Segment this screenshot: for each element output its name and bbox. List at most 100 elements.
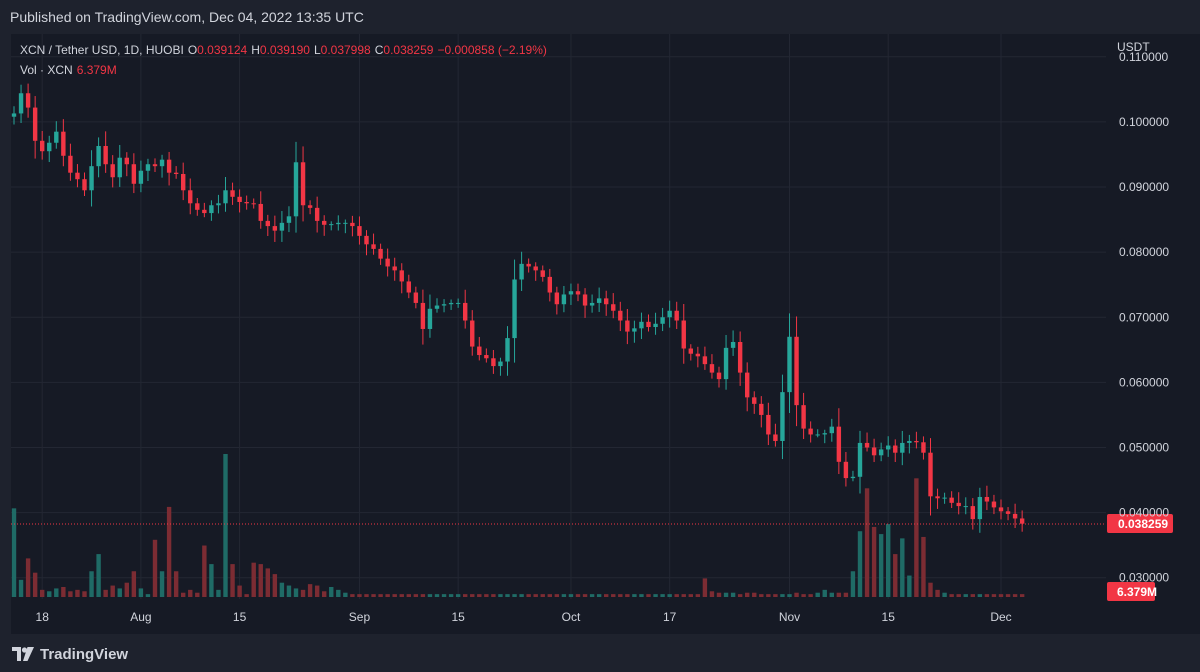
y-tick-label: 0.030000 <box>1119 571 1169 585</box>
candle-body <box>322 220 327 225</box>
candle-body <box>540 270 545 277</box>
y-tick-label: 0.080000 <box>1119 245 1169 259</box>
volume-bar <box>117 588 122 597</box>
volume-bar <box>300 589 306 597</box>
volume-bar <box>413 594 419 597</box>
candle-body <box>209 205 214 214</box>
candle-body <box>702 356 708 365</box>
candle-body <box>491 358 496 367</box>
volume-bar <box>886 524 891 597</box>
volume-bar <box>780 594 785 597</box>
volume-bar <box>540 594 545 597</box>
candle-body <box>188 190 193 204</box>
candle-body <box>723 347 729 380</box>
tradingview-brand[interactable]: TradingView <box>12 645 128 663</box>
volume-bar <box>646 594 651 597</box>
candle-body <box>181 174 186 191</box>
published-note: Published on TradingView.com, Dec 04, 20… <box>10 9 364 25</box>
volume-bar <box>477 594 482 597</box>
volume-bar <box>745 592 750 597</box>
candle-body <box>794 336 799 406</box>
candle-body <box>737 342 743 373</box>
candle-body <box>406 281 411 293</box>
x-tick-label: 15 <box>882 610 896 624</box>
volume-bar <box>554 594 560 597</box>
volume-bar <box>448 594 454 597</box>
candle-body <box>871 447 877 456</box>
y-tick-label: 0.060000 <box>1119 375 1169 389</box>
volume-bar <box>864 488 870 597</box>
candle-body <box>984 496 990 502</box>
candle-body <box>413 292 419 303</box>
volume-bar <box>145 594 151 597</box>
candle-body <box>935 496 940 499</box>
candle-body <box>780 392 785 441</box>
chart-frame[interactable]: 0.038259 6.379M 0.110000 0.100000 0.090000 0… <box>11 34 1200 634</box>
last-price-badge <box>1107 513 1173 533</box>
volume-bar <box>265 568 270 597</box>
candle-body <box>949 497 954 503</box>
candle-body <box>357 226 362 236</box>
open-label: O <box>187 43 198 57</box>
volume-bar <box>54 588 59 597</box>
volume-bar <box>75 589 80 597</box>
volume-bar <box>237 585 242 597</box>
y-tick-label: 0.040000 <box>1119 506 1169 520</box>
candle-body <box>343 222 348 224</box>
x-tick-label: Sep <box>349 610 371 624</box>
candle-body <box>554 292 560 305</box>
volume-bar <box>47 591 52 597</box>
x-tick-label: 15 <box>451 610 465 624</box>
volume-bar <box>166 506 172 597</box>
volume-bar <box>1019 594 1025 597</box>
close-value: 0.038259 <box>383 43 434 57</box>
volume-bar <box>138 588 144 597</box>
volume-bar <box>1012 594 1018 597</box>
volume-bar <box>878 534 884 597</box>
candle-body <box>625 320 630 332</box>
x-tick-label: 18 <box>36 610 50 624</box>
volume-bar <box>512 594 517 597</box>
x-tick-label: Dec <box>990 610 1011 624</box>
candle-body <box>977 496 983 520</box>
candle-body <box>75 172 80 180</box>
volume-bar <box>371 594 376 597</box>
volume-bar <box>752 592 757 597</box>
volume-bar <box>850 571 856 597</box>
ohlc-row: XCN / Tether USD, 1D, HUOBI O0.039124 H0.0… <box>20 40 547 60</box>
volume-bar <box>935 589 940 597</box>
volume-bar <box>392 594 397 597</box>
candle-body <box>836 426 842 462</box>
candle-body <box>434 305 440 309</box>
last-volume-badge <box>1107 582 1155 601</box>
candle-body <box>857 442 863 477</box>
candle-body <box>251 203 256 205</box>
volume-bar <box>498 594 503 597</box>
candle-body <box>18 93 24 114</box>
candle-body <box>660 317 665 324</box>
volume-bar <box>907 575 912 597</box>
candle-body <box>604 298 609 305</box>
volume-bar <box>82 591 87 597</box>
x-tick-label: Oct <box>562 610 581 624</box>
volume-bar <box>357 594 362 597</box>
volume-bar <box>857 531 863 597</box>
candle-body <box>293 162 299 217</box>
volume-bar <box>568 594 574 597</box>
volume-bar <box>61 586 66 597</box>
volume-bar <box>159 571 165 597</box>
volume-bar <box>385 594 390 597</box>
change-value: −0.000858 (−2.19%) <box>437 43 547 57</box>
candle-body <box>32 107 38 141</box>
candle-body <box>928 452 933 497</box>
volume-bar <box>766 594 771 597</box>
x-tick-label: Aug <box>130 610 151 624</box>
volume-bar <box>822 589 827 597</box>
volume-bar <box>589 594 595 597</box>
candle-body <box>441 304 447 306</box>
volume-bar <box>625 594 630 597</box>
candle-body <box>886 445 891 450</box>
volume-bar <box>343 592 348 597</box>
candle-body <box>470 320 475 347</box>
